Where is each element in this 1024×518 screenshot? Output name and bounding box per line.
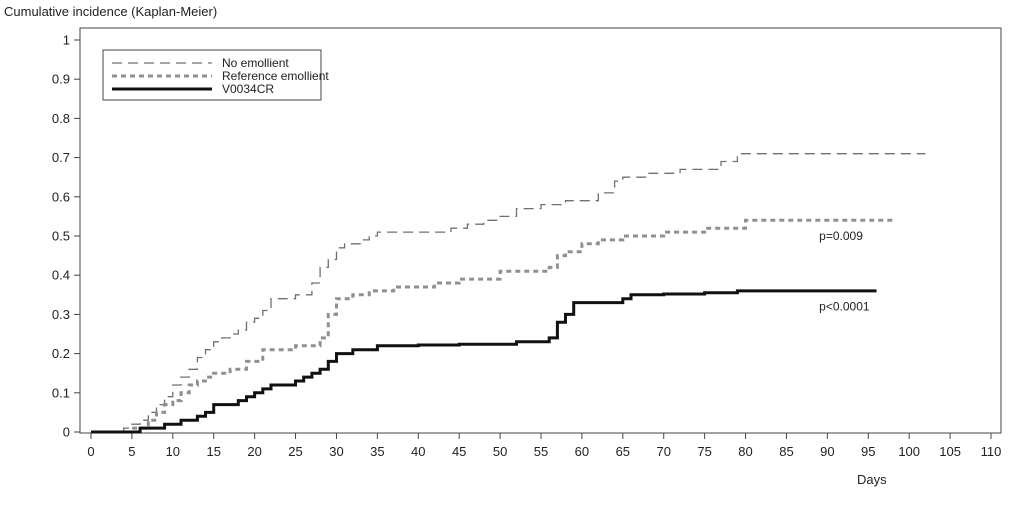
x-tick-label: 95 [861,444,875,459]
series-line-reference-emollient [91,218,893,434]
x-tick-label: 40 [411,444,425,459]
x-tick-label: 100 [898,444,920,459]
y-tick-label: 0.1 [52,385,70,400]
x-tick-label: 90 [820,444,834,459]
legend-label-no-emollient: No emollient [222,56,289,70]
y-tick-label: 0.7 [52,150,70,165]
legend: No emollient Reference emollient V0034CR [102,49,329,101]
x-tick-label: 60 [575,444,589,459]
x-axis-label: Days [857,472,887,487]
y-tick-label: 0 [63,425,70,440]
legend-label-v0034cr: V0034CR [222,82,274,96]
x-tick-label: 20 [247,444,261,459]
y-tick-label: 0.5 [52,229,70,244]
x-tick-label: 65 [616,444,630,459]
legend-label-reference-emollient: Reference emollient [222,69,329,83]
annotation-p-0009: p=0.009 [819,229,863,243]
y-tick-label: 1 [63,33,70,48]
x-tick-label: 80 [738,444,752,459]
x-tick-label: 10 [166,444,180,459]
y-tick-label: 0.8 [52,111,70,126]
x-tick-label: 55 [534,444,548,459]
x-tick-label: 105 [939,444,961,459]
y-tick-label: 0.9 [52,72,70,87]
x-tick-label: 50 [493,444,507,459]
x-tick-label: 0 [87,444,94,459]
x-tick-label: 45 [452,444,466,459]
series-line-v0034cr [91,289,877,434]
x-tick-label: 5 [128,444,135,459]
x-tick-label: 110 [981,444,1002,459]
x-tick-label: 15 [206,444,220,459]
x-tick-label: 30 [329,444,343,459]
x-tick-label: 75 [697,444,711,459]
x-tick-label: 85 [779,444,793,459]
y-axis-label: Cumulative incidence (Kaplan-Meier) [4,4,217,19]
x-tick-label: 70 [656,444,670,459]
y-tick-label: 0.4 [52,268,70,283]
y-tick-label: 0.3 [52,307,70,322]
series-line-no-emollient [91,153,926,433]
y-tick-label: 0.6 [52,189,70,204]
y-tick-label: 0.2 [52,346,70,361]
x-tick-label: 35 [370,444,384,459]
x-tick-label: 25 [288,444,302,459]
annotation-p-00001: p<0.0001 [819,299,870,313]
